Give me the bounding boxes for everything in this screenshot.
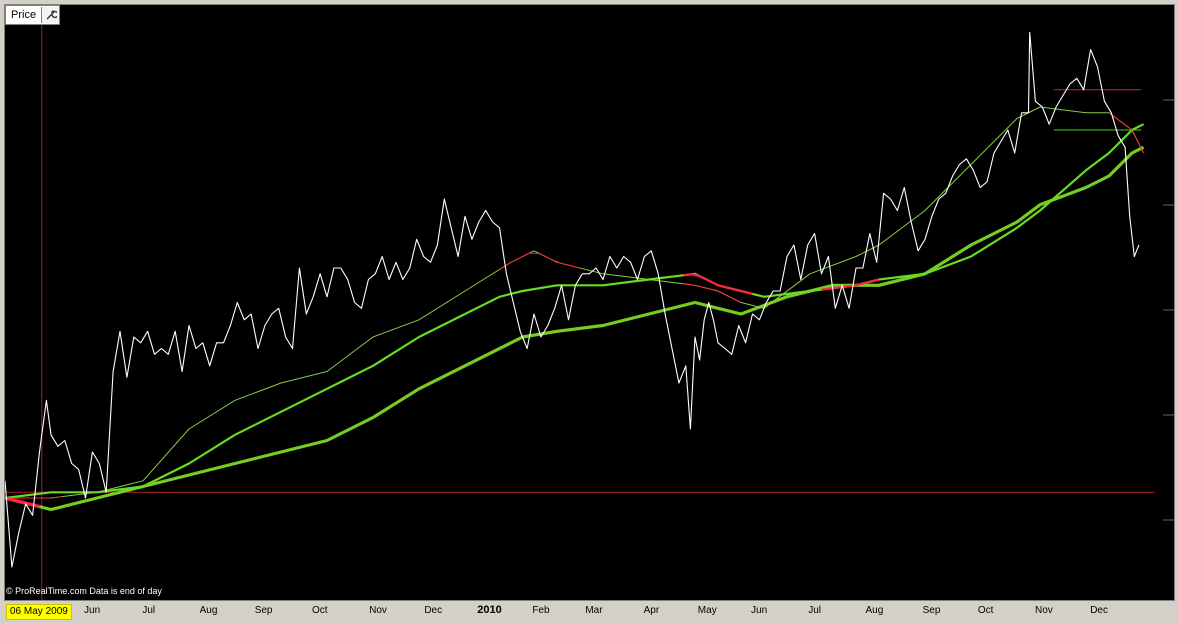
ma-medium-line: [5, 123, 1144, 500]
ma-fast-down-segment: [1108, 112, 1144, 154]
cursor-date-label: 06 May 2009: [6, 604, 72, 620]
x-tick-label: 2010: [477, 604, 502, 616]
ma-fast-down-segment: [683, 283, 742, 303]
price-chart-plot[interactable]: [4, 4, 1175, 601]
x-tick-label: Nov: [1034, 605, 1053, 616]
x-tick-label: Sep: [922, 605, 941, 616]
x-tick-label: Oct: [977, 605, 994, 616]
x-tick-label: May: [697, 605, 717, 616]
x-tick-label: Aug: [865, 605, 884, 616]
x-tick-label: Apr: [643, 605, 660, 616]
x-tick-label: Mar: [585, 605, 603, 616]
x-tick-label: Nov: [369, 605, 387, 616]
x-tick-label: Aug: [199, 605, 218, 616]
x-tick-label: Oct: [311, 605, 328, 616]
price-chart-svg: [5, 5, 1174, 600]
ma-slow-line: [5, 145, 1145, 512]
x-tick-label: Jun: [84, 605, 101, 616]
price-panel-tab[interactable]: Price: [5, 5, 61, 25]
data-credit: © ProRealTime.com Data is end of day: [6, 586, 162, 596]
ma-medium-down-segment: [821, 278, 880, 291]
x-axis: 06 May 2009 Jun Jul Aug Sep Oct Nov Dec 2010 Feb…: [0, 601, 1178, 623]
wrench-icon[interactable]: [41, 7, 60, 23]
ma-fast-line: [5, 106, 1144, 499]
price-line: [5, 31, 1140, 568]
ma-medium-down-segment: [683, 272, 753, 295]
x-tick-label: Jul: [808, 605, 821, 616]
ma-fast-down-segment: [5, 496, 63, 499]
x-tick-label: Dec: [1090, 605, 1108, 616]
x-tick-label: Dec: [424, 605, 443, 616]
x-tick-label: Jul: [142, 605, 156, 616]
ma-fast-down-segment: [499, 252, 581, 270]
x-tick-label: Feb: [532, 605, 550, 616]
price-tab-label: Price: [11, 9, 37, 21]
x-tick-label: Sep: [254, 605, 273, 616]
x-tick-label: Jun: [751, 605, 768, 616]
